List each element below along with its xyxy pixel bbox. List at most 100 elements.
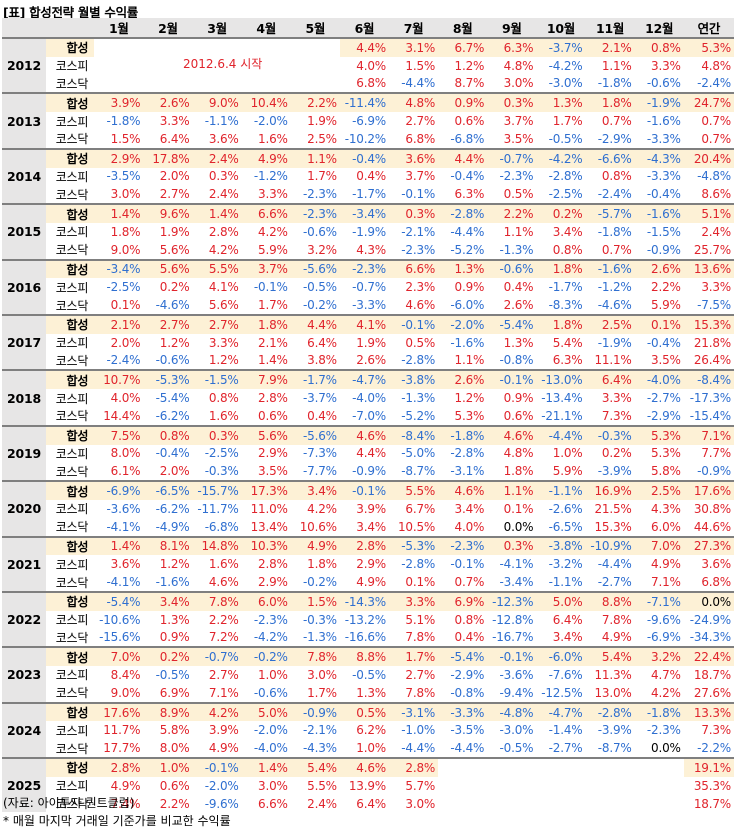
monthly-return-cell: 3.7% [503,114,534,129]
monthly-return-cell: -1.6% [634,203,684,223]
monthly-return-cell: 6.3% [487,37,537,57]
monthly-return-cell: 3.3% [651,58,681,73]
monthly-return-cell: 6.4% [585,369,635,390]
monthly-return-cell [585,757,635,777]
monthly-return-cell: -3.4% [499,575,534,589]
monthly-return-cell: 4.2% [258,224,288,239]
monthly-return-cell: -16.6% [344,630,386,645]
monthly-return-cell: 4.9% [208,741,239,756]
table-row: 2023 합성 7.0% 0.2% -0.7% -0.2% 7.8% 8.8% 1.7% -5.4… [2,646,734,703]
monthly-return-cell: -1.7% [352,187,386,202]
monthly-return-cell: -4.4% [597,557,632,572]
monthly-return-cell: 6.0% [241,590,291,611]
monthly-return-cell: -6.9% [352,114,386,129]
monthly-return-cell: -4.2% [548,58,583,73]
monthly-return-cell: 3.3% [208,335,239,350]
monthly-return-cell: 7.0% [634,535,684,556]
monthly-return-cell: 5.6% [143,258,193,279]
monthly-return-cell: 0.4% [454,630,485,645]
annual-return-cell: -15.4% [689,408,731,423]
monthly-return-cell: -1.6% [646,114,681,129]
series-label: 코스닥 [55,520,89,535]
monthly-return-cell: 1.0% [258,667,288,682]
monthly-return-cell: 5.4% [552,335,583,350]
monthly-return-cell: -7.0% [352,408,386,423]
monthly-return-cell: -0.1% [450,557,485,572]
table-row: 코스닥 -15.6% 0.9% 7.2% -4.2% -1.3% -16.6% 7.8% 0.4… [2,629,734,648]
monthly-return-cell: -0.3% [585,424,635,445]
monthly-return-cell: -2.7% [548,741,583,756]
monthly-return-cell: 2.4% [307,796,337,811]
monthly-return-cell: 3.7% [241,258,291,279]
monthly-return-cell: -3.9% [597,464,632,479]
monthly-return-cell: 4.1% [208,280,239,295]
annual-return-cell: -24.9% [689,612,731,627]
table-row: 코스닥 6.1% 2.0% -0.3% 3.5% -7.7% -0.9% -8.7% -3.1%… [2,462,734,481]
monthly-return-cell: -2.5% [106,280,141,295]
monthly-return-cell [585,776,635,795]
monthly-return-cell: -5.4% [94,590,144,611]
monthly-return-cell: 5.3% [454,408,485,423]
table-row: 코스닥 6.8% -4.4% 8.7% 3.0% -3.0% -1.8% -0.6% -2.4% [2,74,734,94]
table-row: 코스피 -3.5% 2.0% 0.3% -1.2% 1.7% 0.4% 3.7% -0.4% -2… [2,168,734,186]
monthly-return-cell: -2.3% [290,203,340,223]
series-label: 합성 [46,369,95,390]
source-note: (자료: 아이투자 퀀트클럽) [3,796,135,810]
monthly-return-cell: 13.0% [594,685,632,700]
monthly-return-cell: -2.7% [597,575,632,589]
series-label: 코스닥 [55,187,89,202]
monthly-return-cell [487,794,537,813]
monthly-return-cell: -2.3% [499,169,534,184]
monthly-return-cell: 1.3% [503,335,534,350]
monthly-return-cell: 1.5% [110,131,141,146]
monthly-return-cell: 21.5% [594,501,632,516]
annual-return-cell: 13.6% [683,258,734,279]
monthly-return-cell: 5.7% [405,778,436,793]
monthly-return-cell: 2.9% [94,147,144,168]
month-header: 8월 [438,18,488,38]
monthly-return-cell: -1.5% [192,369,242,390]
monthly-return-cell: -2.3% [253,612,288,627]
series-label: 코스피 [55,668,89,683]
monthly-return-cell: 1.3% [536,92,586,113]
monthly-return-cell: 6.2% [356,723,386,738]
monthly-return-cell: 0.8% [208,391,239,406]
table-body: 2012 합성 4.4% 3.1% 6.7% 6.3% -3.7% 2.1% 0.8% 5.3% 코… [2,36,734,813]
year-cell: 2020 [2,480,47,537]
monthly-return-cell: -3.1% [388,701,439,722]
monthly-return-cell: 0.7% [454,575,485,589]
monthly-return-cell: 0.5% [339,701,389,722]
table-row: 코스닥 7.4% 2.2% -9.6% 6.6% 2.4% 6.4% 3.0% 18.7% [2,794,734,813]
annual-return-cell: 18.7% [693,796,731,811]
monthly-return-cell: -6.2% [155,408,190,423]
monthly-return-cell: 6.4% [356,796,386,811]
series-label: 코스닥 [55,575,89,590]
monthly-return-cell: -1.8% [106,114,141,129]
monthly-return-cell: -0.5% [499,741,534,756]
monthly-return-cell: 3.5% [651,353,681,368]
monthly-return-cell: -0.5% [155,667,190,682]
monthly-return-cell: 4.4% [356,446,386,461]
monthly-return-cell: 6.4% [552,612,583,627]
monthly-return-cell: -3.3% [438,701,488,722]
monthly-return-cell: 1.4% [241,757,291,777]
monthly-return-cell: -4.7% [536,701,586,722]
monthly-return-cell: 3.9% [94,92,144,113]
monthly-return-cell: -0.7% [352,280,386,295]
monthly-return-cell: 7.8% [192,590,242,611]
table-row: 코스닥 -4.1% -4.9% -6.8% 13.4% 10.6% 3.4% 10.5% 4.0… [2,518,734,537]
series-label: 코스닥 [55,630,89,645]
monthly-return-cell: 0.9% [159,630,190,645]
monthly-return-cell: -0.9% [290,701,340,722]
monthly-return-cell [143,56,193,75]
monthly-return-cell: -14.3% [339,590,389,611]
monthly-return-cell: 14.4% [103,408,141,423]
monthly-return-cell: -0.1% [192,757,242,777]
series-label: 합성 [46,147,95,168]
monthly-return-cell: 7.3% [601,408,632,423]
monthly-return-cell: -3.7% [303,391,337,406]
monthly-return-cell: -0.1% [388,313,439,334]
monthly-return-cell: 2.0% [159,464,190,479]
monthly-return-cell: -6.6% [585,147,635,168]
monthly-return-cell: 1.6% [208,408,239,423]
